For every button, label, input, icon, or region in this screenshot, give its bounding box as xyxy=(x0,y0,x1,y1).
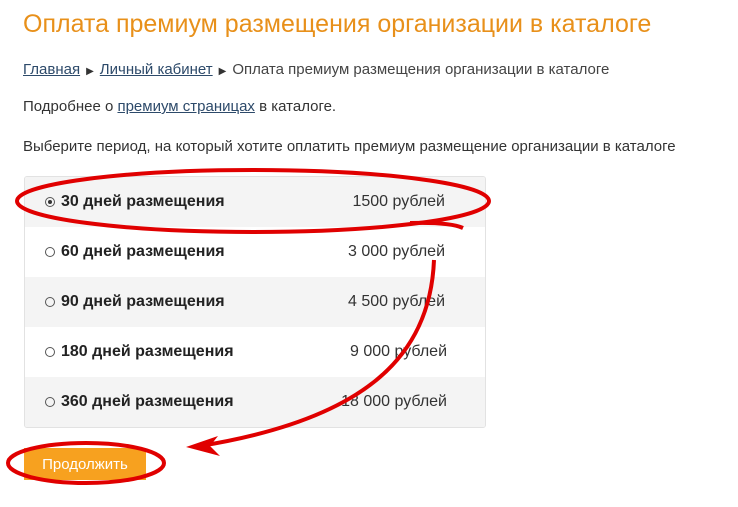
option-price: 9 000 рублей xyxy=(350,343,447,360)
radio[interactable] xyxy=(45,347,55,357)
option-price: 3 000 рублей xyxy=(348,243,445,260)
option-price: 1500 рублей xyxy=(352,193,445,210)
option-label: 60 дней размещения xyxy=(61,243,225,260)
period-option-90[interactable]: 90 дней размещения 4 500 рублей xyxy=(25,277,485,327)
radio[interactable] xyxy=(45,297,55,307)
info-suffix: в каталоге. xyxy=(254,98,337,115)
radio[interactable] xyxy=(45,397,55,407)
radio[interactable] xyxy=(45,247,55,257)
period-prompt: Выберите период, на который хотите оплат… xyxy=(23,138,676,155)
arrow-head-icon xyxy=(186,436,220,456)
breadcrumb-cabinet[interactable]: Личный кабинет xyxy=(99,61,213,78)
period-option-360[interactable]: 360 дней размещения 18 000 рублей xyxy=(25,377,485,427)
continue-button[interactable]: Продолжить xyxy=(24,448,146,480)
breadcrumb-current: Оплата премиум размещения организации в … xyxy=(232,61,610,78)
period-option-180[interactable]: 180 дней размещения 9 000 рублей xyxy=(25,327,485,377)
breadcrumb-home[interactable]: Главная xyxy=(23,61,81,78)
page-title: Оплата премиум размещения организации в … xyxy=(23,10,652,38)
option-label: 360 дней размещения xyxy=(61,393,234,410)
breadcrumb: Главная ▶ Личный кабинет ▶ Оплата премиум ра… xyxy=(23,61,609,78)
radio-selected[interactable] xyxy=(45,197,55,207)
option-label: 90 дней размещения xyxy=(61,293,225,310)
caret-right-icon: ▶ xyxy=(86,66,94,77)
info-prefix: Подробнее о xyxy=(23,98,118,115)
option-price: 4 500 рублей xyxy=(348,293,445,310)
caret-right-icon: ▶ xyxy=(218,66,227,77)
option-price: 18 000 рублей xyxy=(341,393,447,410)
option-label: 30 дней размещения xyxy=(61,193,225,210)
info-text: Подробнее о премиум страницах в каталоге… xyxy=(23,98,336,115)
premium-pages-link[interactable]: премиум страницах xyxy=(117,98,255,115)
option-label: 180 дней размещения xyxy=(61,343,234,360)
period-option-30[interactable]: 30 дней размещения 1500 рублей xyxy=(25,177,485,227)
period-option-60[interactable]: 60 дней размещения 3 000 рублей xyxy=(25,227,485,277)
period-options: 30 дней размещения 1500 рублей 60 дней ра… xyxy=(24,176,486,428)
